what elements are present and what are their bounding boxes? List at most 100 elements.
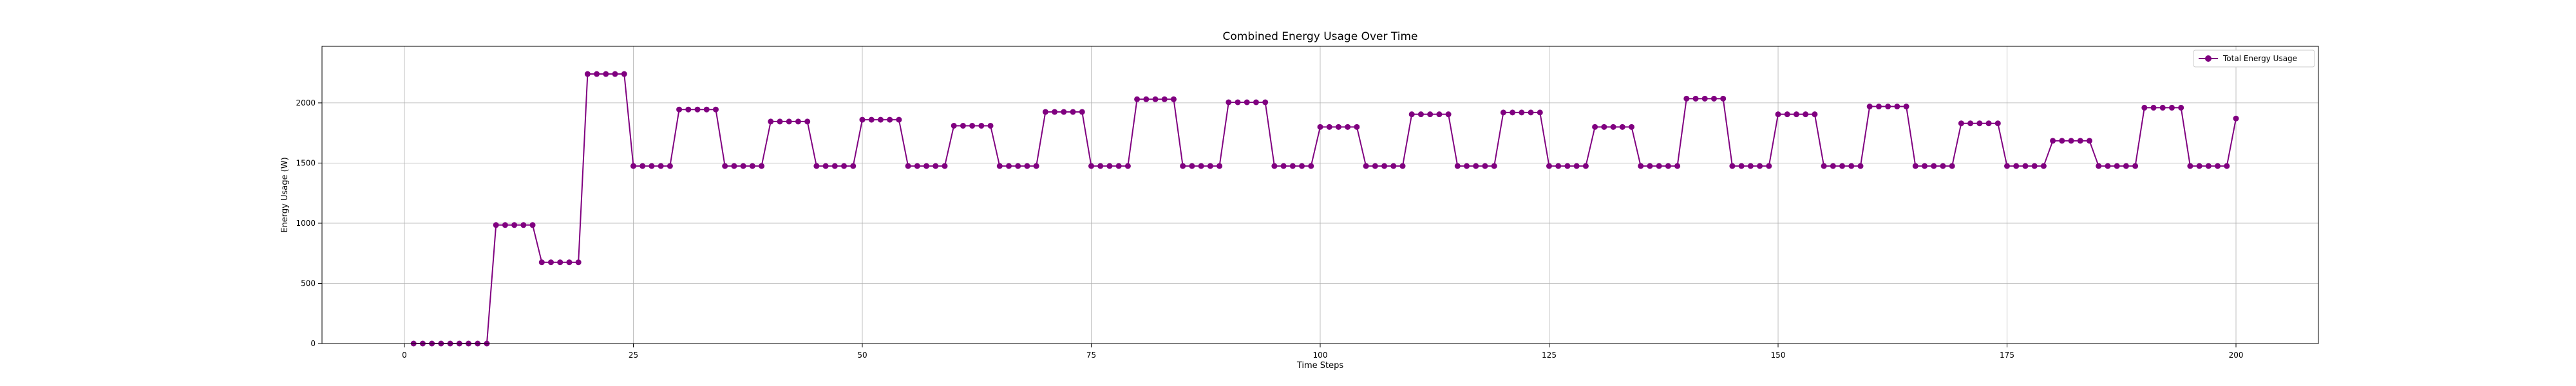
data-point [933,163,939,169]
x-tick-label: 25 [629,351,638,360]
x-tick-label: 175 [2000,351,2014,360]
data-point [1143,96,1150,102]
data-point [703,106,710,113]
data-point [1052,109,1058,115]
x-tick-label: 125 [1542,351,1557,360]
y-tick-label: 1500 [296,158,316,167]
data-point [1674,163,1681,169]
data-point [1308,163,1314,169]
data-point [621,71,627,77]
data-point [1967,120,1974,127]
data-point [1170,96,1177,102]
data-point [502,222,508,228]
data-point [1445,111,1452,118]
data-point [1399,163,1406,169]
data-point [2224,163,2230,169]
data-point [1555,163,1562,169]
data-point [1931,163,1937,169]
data-point [1656,163,1662,169]
x-tick-label: 200 [2229,351,2244,360]
data-point [2096,163,2102,169]
data-point [1070,109,1076,115]
data-point [1738,163,1745,169]
data-point [1784,111,1790,118]
data-point [1619,124,1625,130]
data-point [557,259,564,266]
data-point [520,222,527,228]
data-point [1701,95,1708,102]
data-point [1363,163,1369,169]
data-point [639,163,646,169]
data-point [1408,111,1415,118]
data-point [1958,120,1964,127]
data-point [813,163,820,169]
data-point [2059,138,2065,144]
data-point [630,163,636,169]
data-point [2187,163,2193,169]
data-point [740,163,746,169]
y-axis-label: Energy Usage (W) [280,157,290,232]
data-point [942,163,948,169]
data-point [1510,109,1516,116]
data-point [1436,111,1443,118]
data-point [1665,163,1671,169]
legend-entry-total-energy-usage: Total Energy Usage [2222,54,2297,63]
data-point [960,122,966,129]
legend: Total Energy Usage [2193,50,2315,68]
data-point [2031,163,2038,169]
data-point [951,122,957,129]
data-point [2141,104,2148,111]
x-tick-label: 100 [1313,351,1328,360]
y-tick-label: 1000 [296,219,316,228]
data-point [1564,163,1571,169]
data-point [1821,163,1827,169]
x-tick-label: 50 [857,351,867,360]
data-point [1720,95,1727,102]
data-point [722,163,728,169]
x-axis-label: Time Steps [1296,361,1344,371]
data-point [1546,163,1552,169]
data-point [759,163,765,169]
data-point [1519,109,1525,116]
data-point [1473,163,1479,169]
data-point [1647,163,1653,169]
data-point [2150,104,2157,111]
data-point [2233,115,2239,122]
data-point [1885,104,1891,110]
data-point [1757,163,1763,169]
data-point [804,118,811,125]
legend-box [2193,50,2315,68]
data-point [969,122,976,129]
data-point [1006,163,1012,169]
data-point [685,106,692,113]
data-point [1922,163,1928,169]
legend-marker-sample [2205,55,2211,62]
data-point [1729,163,1736,169]
data-point [1345,124,1351,130]
data-point [1912,163,1918,169]
data-point [2196,163,2202,169]
data-point [1033,163,1039,169]
data-point [1152,96,1159,102]
data-point [1061,109,1067,115]
data-point [1482,163,1488,169]
data-point [1335,124,1341,130]
x-tick-label: 0 [402,351,407,360]
data-point [1592,124,1598,130]
data-point [2123,163,2129,169]
data-point [1289,163,1296,169]
data-point [2013,163,2020,169]
data-point [1464,163,1470,169]
data-point [2159,104,2166,111]
data-point [1528,109,1534,116]
y-tick-label: 2000 [296,98,316,107]
data-point [1198,163,1204,169]
data-point [1582,163,1589,169]
data-point [575,259,582,266]
data-point [987,122,994,129]
data-point [1812,111,1818,118]
data-point [978,122,985,129]
data-point [1381,163,1388,169]
data-point [1985,120,1992,127]
data-point [1088,163,1094,169]
